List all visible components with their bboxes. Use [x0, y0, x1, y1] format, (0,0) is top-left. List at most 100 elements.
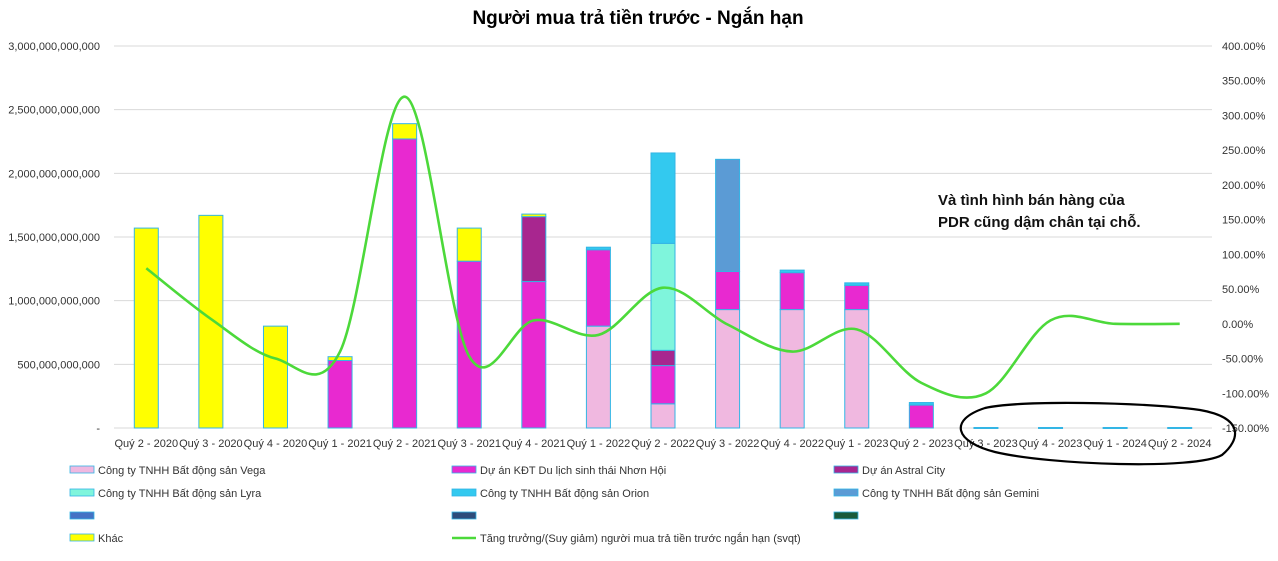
x-tick-label: Quý 4 - 2023: [1019, 438, 1083, 450]
chart-title: Người mua trả tiền trước - Ngắn hạn: [472, 7, 803, 29]
x-tick-label: Quý 2 - 2023: [890, 438, 954, 450]
x-tick-label: Quý 4 - 2020: [244, 438, 308, 450]
bar-segment: [844, 282, 870, 286]
legend-swatch: [451, 488, 477, 497]
bar-segment: [456, 227, 482, 262]
growth-line-layer: [145, 95, 1180, 399]
bar-segment: [392, 138, 418, 429]
x-tick-label: Quý 1 - 2022: [567, 438, 631, 450]
legend-swatch: [69, 533, 95, 542]
bar-segment: [585, 246, 611, 251]
bar-segment: [650, 365, 676, 405]
legend-label: Khác: [98, 533, 124, 545]
y2-tick-label: 0.00%: [1222, 319, 1253, 331]
annotation-line-1: Và tình hình bán hàng của: [938, 192, 1125, 209]
y2-tick-label: -150.00%: [1222, 423, 1269, 435]
bar-segment: [521, 281, 547, 429]
bar-segment: [262, 325, 288, 429]
y2-tick-label: 250.00%: [1222, 145, 1266, 157]
legend-swatch: [69, 465, 95, 474]
bar-segment: [585, 325, 611, 429]
y-tick-label: 1,500,000,000,000: [8, 232, 100, 244]
x-tick-label: Quý 2 - 2020: [114, 438, 178, 450]
bar-segment: [198, 214, 224, 429]
bar-segment: [779, 269, 805, 274]
x-tick-label: Quý 1 - 2023: [825, 438, 889, 450]
y-axis-ticks: - 500,000,000,000 1,000,000,000,000 1,500,0…: [8, 41, 100, 435]
x-tick-label: Quý 3 - 2021: [437, 438, 501, 450]
y-tick-label: 1,000,000,000,000: [8, 296, 100, 308]
bar-segment: [715, 270, 741, 311]
legend-swatch: [833, 465, 859, 474]
x-tick-label: Quý 1 - 2024: [1083, 438, 1147, 450]
x-axis-ticks: Quý 2 - 2020 Quý 3 - 2020 Quý 4 - 2020 Quý …: [114, 438, 1211, 450]
hand-drawn-circle: [959, 401, 1237, 466]
annotation-line-2: PDR cũng dậm chân tại chỗ.: [938, 214, 1141, 231]
bars: [133, 123, 1193, 429]
y2-tick-label: 350.00%: [1222, 76, 1266, 88]
y2-tick-label: 50.00%: [1222, 284, 1260, 296]
bar-segment: [650, 242, 676, 351]
x-tick-label: Quý 2 - 2022: [631, 438, 695, 450]
legend-swatch: [833, 488, 859, 497]
bar-segment: [779, 272, 805, 311]
legend-swatch: [451, 465, 477, 474]
y2-tick-label: 100.00%: [1222, 249, 1266, 261]
bar-segment: [456, 260, 482, 429]
y2-tick-label: 200.00%: [1222, 180, 1266, 192]
legend-label: Công ty TNHH Bất động sản Vega: [98, 465, 266, 477]
bar-segment: [521, 216, 547, 283]
bar-segment: [973, 426, 999, 429]
bar-segment: [908, 404, 934, 429]
bar-segment: [521, 213, 547, 218]
bar-segment: [133, 227, 159, 429]
y2-axis-ticks: -150.00% -100.00% -50.00% 0.00% 50.00% 100.00…: [1222, 41, 1269, 435]
bar-segment: [585, 249, 611, 327]
bar-segment: [1167, 426, 1193, 429]
y-tick-label: 2,500,000,000,000: [8, 105, 100, 117]
bar-segment: [908, 402, 934, 406]
y-tick-label: 2,000,000,000,000: [8, 168, 100, 180]
x-tick-label: Quý 2 - 2024: [1148, 438, 1212, 450]
bar-segment: [650, 152, 676, 244]
y2-tick-label: -100.00%: [1222, 388, 1269, 400]
legend-label: Công ty TNHH Bất động sản Orion: [480, 488, 649, 500]
bar-segment: [327, 356, 353, 362]
legend-swatch: [451, 511, 477, 520]
bar-segment: [650, 349, 676, 367]
legend: Công ty TNHH Bất động sản Vega Dự án KĐT …: [69, 465, 1039, 545]
x-tick-label: Quý 4 - 2021: [502, 438, 566, 450]
bar-segment: [715, 158, 741, 272]
legend-label: Tăng trưởng/(Suy giảm) người mua trả tiề…: [480, 532, 801, 545]
legend-swatch: [69, 511, 95, 520]
legend-swatch: [69, 488, 95, 497]
x-tick-label: Quý 1 - 2021: [308, 438, 372, 450]
legend-label: Công ty TNHH Bất động sản Gemini: [862, 488, 1039, 500]
x-tick-label: Quý 2 - 2021: [373, 438, 437, 450]
bar-segment: [392, 123, 418, 140]
y2-tick-label: 400.00%: [1222, 41, 1266, 53]
growth-line: [145, 95, 1180, 399]
bar-segment: [779, 309, 805, 429]
bar-segment: [650, 403, 676, 429]
y2-tick-label: 300.00%: [1222, 110, 1266, 122]
legend-label: Công ty TNHH Bất động sản Lyra: [98, 488, 262, 500]
bar-segment: [715, 309, 741, 429]
bar-segment: [1038, 426, 1064, 429]
y2-tick-label: 150.00%: [1222, 215, 1266, 227]
legend-swatch: [833, 511, 859, 520]
bar-segment: [844, 309, 870, 429]
x-tick-label: Quý 4 - 2022: [760, 438, 824, 450]
bar-segment: [1102, 426, 1128, 429]
y-tick-label: 3,000,000,000,000: [8, 41, 100, 53]
x-tick-label: Quý 3 - 2020: [179, 438, 243, 450]
x-tick-label: Quý 3 - 2022: [696, 438, 760, 450]
y-tick-label: -: [96, 423, 100, 435]
bar-segment: [327, 360, 353, 429]
bar-segment: [844, 284, 870, 311]
legend-label: Dự án Astral City: [862, 465, 946, 477]
y-tick-label: 500,000,000,000: [17, 359, 100, 371]
legend-label: Dự án KĐT Du lịch sinh thái Nhơn Hội: [480, 465, 666, 477]
y2-tick-label: -50.00%: [1222, 354, 1263, 366]
